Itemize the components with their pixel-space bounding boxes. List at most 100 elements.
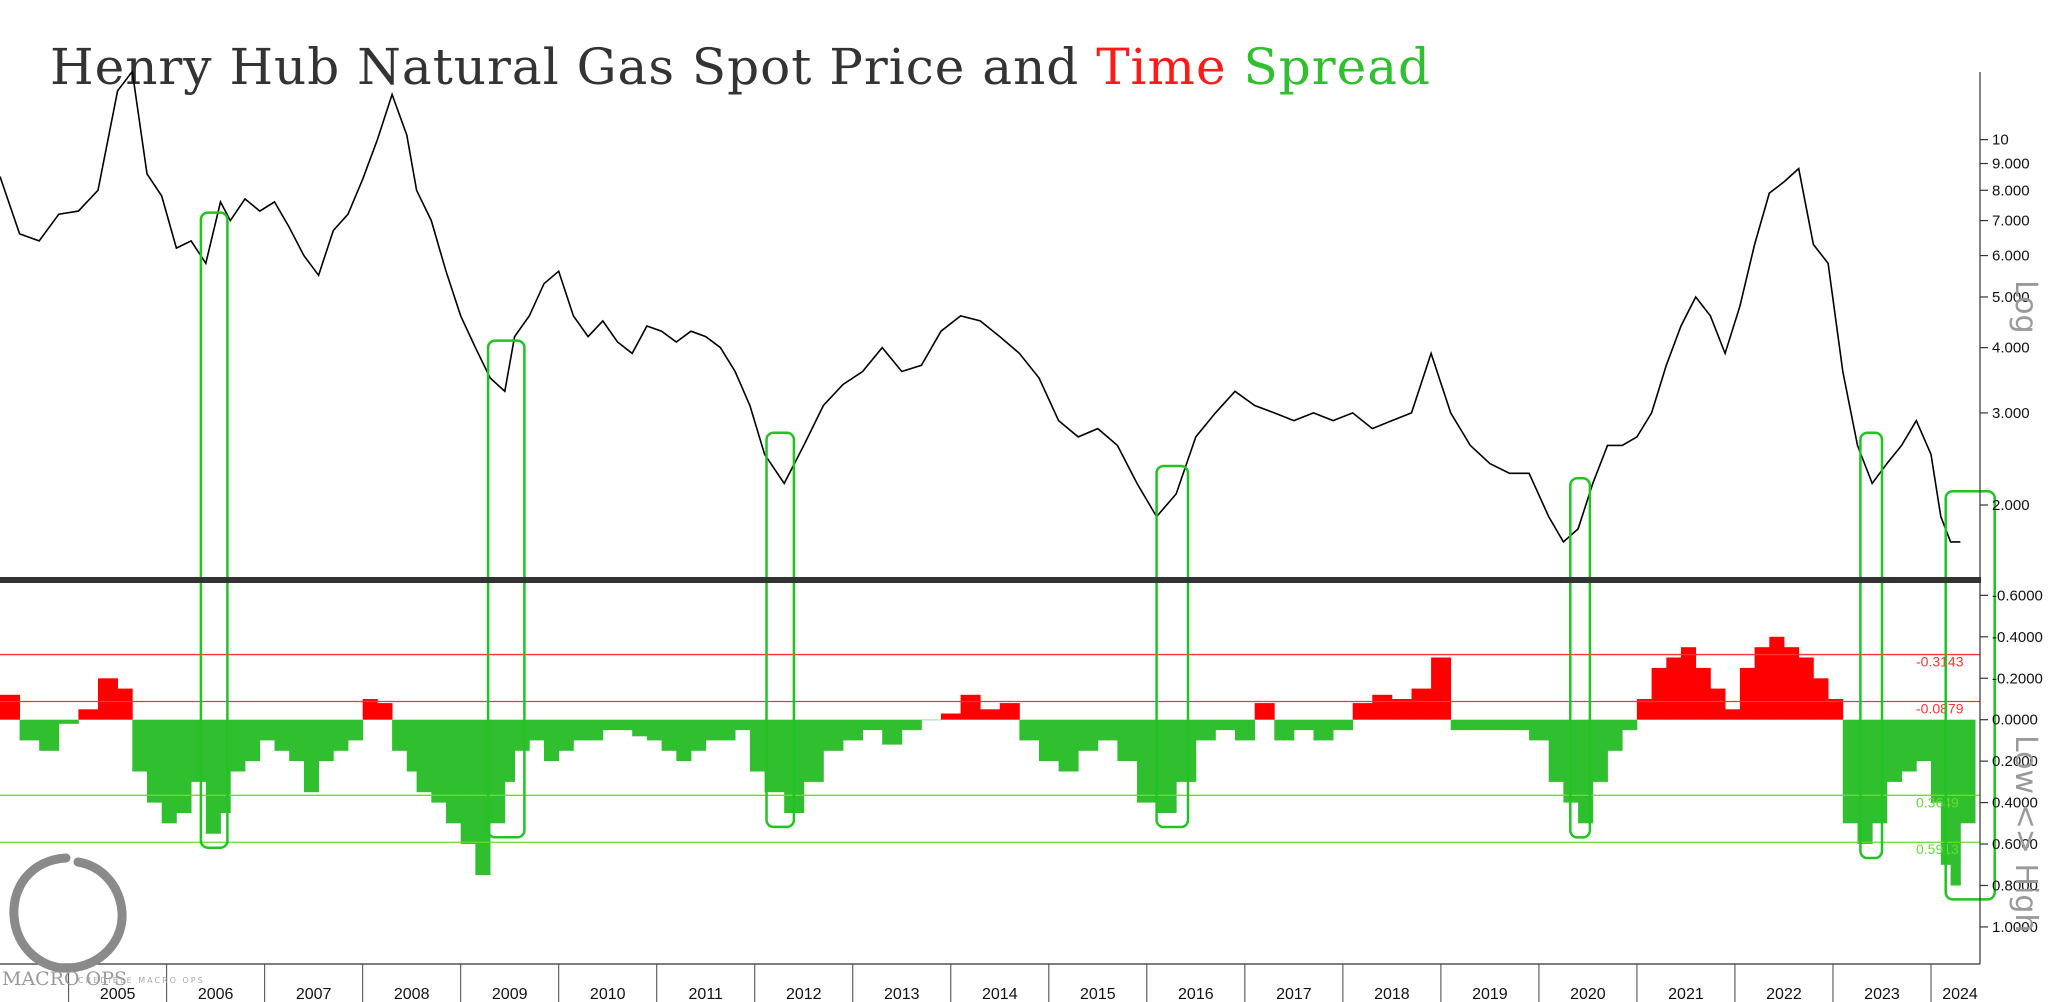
spread-tick-label: -0.6000 — [1992, 587, 2043, 604]
title-part-1: Henry Hub Natural Gas Spot Price and — [50, 38, 1097, 96]
price-tick-label: 2.000 — [1992, 497, 2030, 514]
spread-bar — [1470, 719, 1491, 731]
spread-bar — [691, 719, 707, 751]
spread-bar — [1710, 688, 1726, 720]
spread-bar — [1391, 699, 1412, 720]
level-label: 0.5913 — [1916, 841, 1959, 857]
spread-bar — [132, 719, 148, 772]
spread-bar — [960, 694, 981, 720]
spread-bar — [205, 719, 221, 834]
year-label: 2014 — [982, 986, 1018, 1002]
spread-bar — [882, 719, 903, 745]
spread-bar — [676, 719, 692, 762]
year-label: 2007 — [296, 986, 332, 1002]
logo-text: MACRO OPS — [2, 968, 128, 990]
level-lines: -0.3143 -0.0879 0.3649 0.5913 — [0, 654, 1980, 857]
highlight-box — [199, 211, 229, 849]
spread-bar — [1592, 719, 1608, 782]
spread-bar — [544, 719, 560, 762]
spread-bar — [1681, 647, 1697, 720]
spread-bar — [1215, 719, 1236, 731]
year-label: 2024 — [1942, 986, 1978, 1002]
highlight-box — [486, 339, 526, 839]
spread-bar — [504, 719, 515, 782]
spread-bar — [220, 719, 231, 813]
spread-bar — [1097, 719, 1118, 741]
spread-bar — [1489, 719, 1510, 731]
price-line — [0, 69, 1961, 544]
year-label: 2021 — [1668, 986, 1704, 1002]
price-tick-label: 3.000 — [1992, 405, 2030, 422]
spread-bar — [558, 719, 574, 751]
spread-bar — [1313, 719, 1334, 741]
spread-bar — [1372, 694, 1393, 720]
spread-bar — [1725, 709, 1741, 720]
spread-bar — [588, 719, 604, 741]
spread-bar — [1769, 636, 1785, 720]
spread-bar — [117, 688, 133, 720]
spread-tick-label: 0.6000 — [1992, 836, 2038, 853]
chart-title: Henry Hub Natural Gas Spot Price and Tim… — [50, 38, 1431, 96]
spread-bar — [1886, 719, 1902, 782]
spread-bar — [661, 719, 677, 751]
spread-bar — [1872, 719, 1888, 824]
axes: 10 9.000 8.000 7.000 6.000 5.000 4.000 3.000 2.0… — [0, 72, 2043, 1002]
spread-bar — [19, 719, 40, 741]
spread-bar — [1156, 719, 1177, 813]
spread-bar — [1960, 719, 1976, 824]
title-part-spread: Spread — [1243, 38, 1432, 96]
year-label: 2008 — [394, 986, 430, 1002]
logo-subtext: CREDIBLE MACRO OPS — [78, 976, 205, 985]
year-label: 2005 — [100, 986, 136, 1002]
spread-bar — [58, 719, 79, 724]
spread-bar — [705, 719, 721, 741]
year-label: 2012 — [786, 986, 822, 1002]
level-label: 0.3649 — [1916, 794, 1959, 810]
spread-bar — [1548, 719, 1564, 782]
spread-bar — [632, 719, 648, 737]
price-axis-caption: Log — [2008, 280, 2043, 334]
year-label: 2009 — [492, 986, 528, 1002]
spread-bar — [416, 719, 432, 793]
spread-bar — [191, 719, 207, 782]
spread-tick-label: 0.2000 — [1992, 753, 2038, 770]
spread-bar — [348, 719, 364, 741]
spread-bar — [1431, 657, 1452, 720]
spread-bar — [0, 694, 20, 720]
year-label: 2019 — [1472, 986, 1508, 1002]
spread-bar — [1019, 719, 1040, 741]
spread-bar — [1651, 667, 1667, 720]
spread-bar — [1450, 719, 1471, 731]
price-tick-label: 9.000 — [1992, 156, 2030, 173]
year-label: 2017 — [1276, 986, 1312, 1002]
spread-bar — [1235, 719, 1255, 741]
spread-bar — [1784, 647, 1800, 720]
spread-bar — [161, 719, 177, 824]
highlight-box — [1944, 489, 1996, 901]
year-label: 2022 — [1766, 986, 1802, 1002]
spread-bar — [39, 719, 60, 751]
spread-bar — [1254, 703, 1275, 720]
spread-bar — [617, 719, 633, 731]
spread-bar — [1813, 678, 1829, 720]
spread-bar — [1916, 719, 1932, 762]
spread-bar — [1739, 667, 1755, 720]
level-label: -0.0879 — [1916, 700, 1964, 716]
spread-bar — [941, 713, 961, 720]
year-label: 2013 — [884, 986, 920, 1002]
spread-bar — [764, 719, 785, 793]
spread-bar — [749, 719, 765, 772]
spread-bar — [1666, 657, 1682, 720]
price-tick-label: 10 — [1992, 132, 2009, 149]
spread-bar — [230, 719, 246, 772]
spread-bar — [406, 719, 417, 772]
spread-bar — [490, 719, 506, 824]
spread-bar — [1195, 719, 1216, 741]
price-tick-label: 7.000 — [1992, 213, 2030, 230]
spread-bar — [1293, 719, 1314, 731]
highlight-box — [1569, 477, 1592, 839]
spread-bar — [245, 719, 261, 762]
spread-bar — [1274, 719, 1295, 741]
year-label: 2010 — [590, 986, 626, 1002]
